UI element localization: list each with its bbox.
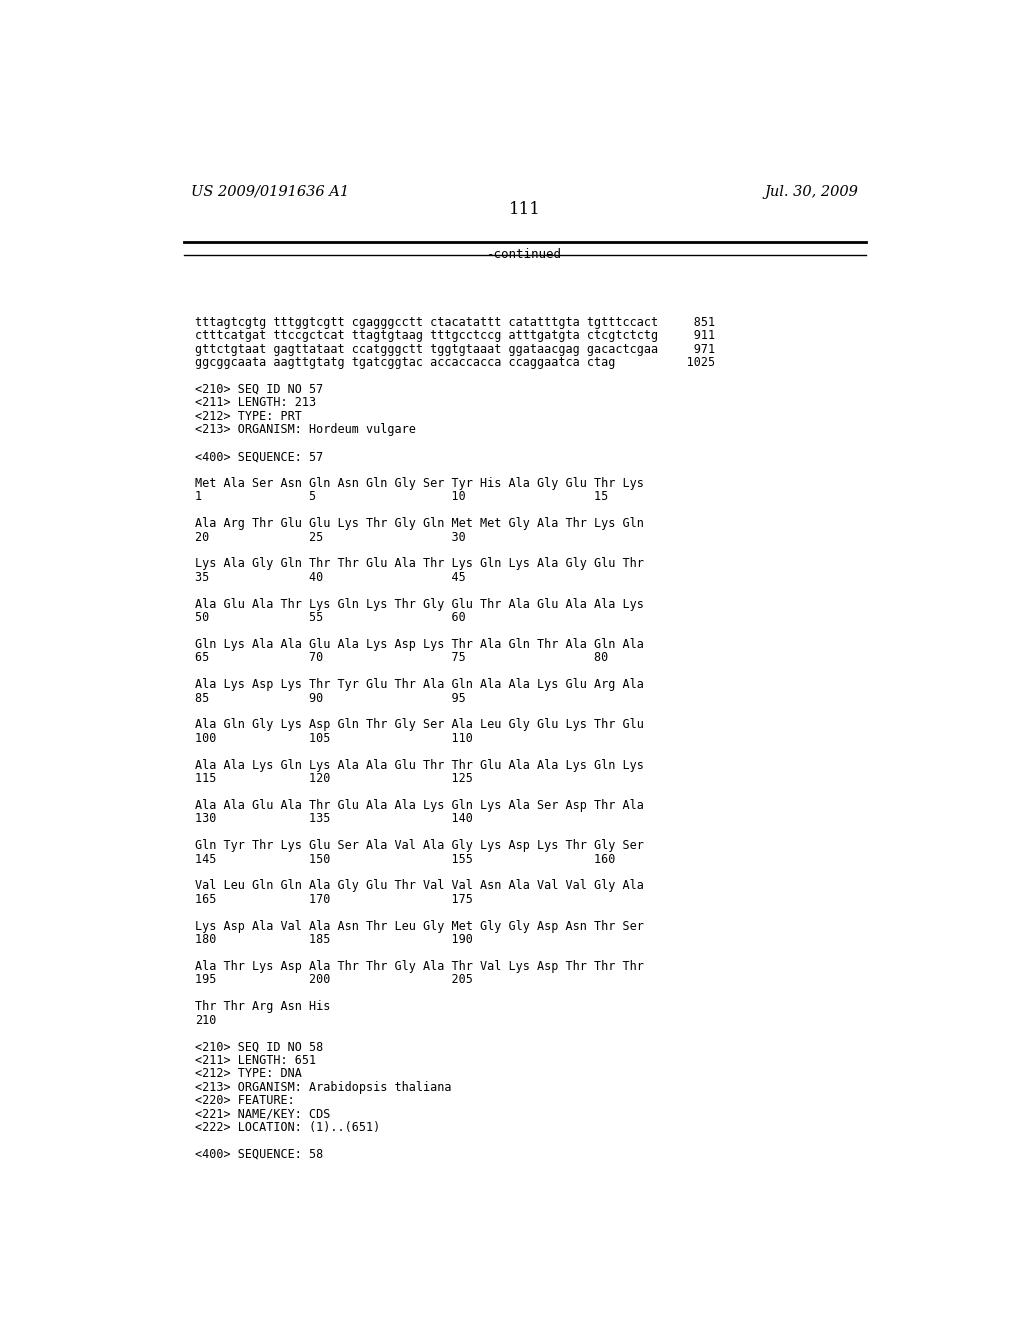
Text: gttctgtaat gagttataat ccatgggctt tggtgtaaat ggataacgag gacactcgaa     971: gttctgtaat gagttataat ccatgggctt tggtgta… [196,343,716,356]
Text: <221> NAME/KEY: CDS: <221> NAME/KEY: CDS [196,1107,331,1121]
Text: ctttcatgat ttccgctcat ttagtgtaag tttgcctccg atttgatgta ctcgtctctg     911: ctttcatgat ttccgctcat ttagtgtaag tttgcct… [196,330,716,342]
Text: 165             170                 175: 165 170 175 [196,892,473,906]
Text: <210> SEQ ID NO 58: <210> SEQ ID NO 58 [196,1040,324,1053]
Text: -continued: -continued [487,248,562,261]
Text: Lys Ala Gly Gln Thr Thr Glu Ala Thr Lys Gln Lys Ala Gly Glu Thr: Lys Ala Gly Gln Thr Thr Glu Ala Thr Lys … [196,557,644,570]
Text: 115             120                 125: 115 120 125 [196,772,473,785]
Text: 1               5                   10                  15: 1 5 10 15 [196,490,608,503]
Text: Val Leu Gln Gln Ala Gly Glu Thr Val Val Asn Ala Val Val Gly Ala: Val Leu Gln Gln Ala Gly Glu Thr Val Val … [196,879,644,892]
Text: <213> ORGANISM: Hordeum vulgare: <213> ORGANISM: Hordeum vulgare [196,424,417,437]
Text: ggcggcaata aagttgtatg tgatcggtac accaccacca ccaggaatca ctag          1025: ggcggcaata aagttgtatg tgatcggtac accacca… [196,356,716,370]
Text: 195             200                 205: 195 200 205 [196,973,473,986]
Text: Ala Arg Thr Glu Glu Lys Thr Gly Gln Met Met Gly Ala Thr Lys Gln: Ala Arg Thr Glu Glu Lys Thr Gly Gln Met … [196,517,644,531]
Text: <222> LOCATION: (1)..(651): <222> LOCATION: (1)..(651) [196,1121,381,1134]
Text: Met Ala Ser Asn Gln Asn Gln Gly Ser Tyr His Ala Gly Glu Thr Lys: Met Ala Ser Asn Gln Asn Gln Gly Ser Tyr … [196,477,644,490]
Text: Gln Lys Ala Ala Glu Ala Lys Asp Lys Thr Ala Gln Thr Ala Gln Ala: Gln Lys Ala Ala Glu Ala Lys Asp Lys Thr … [196,638,644,651]
Text: 65              70                  75                  80: 65 70 75 80 [196,651,608,664]
Text: Ala Lys Asp Lys Thr Tyr Glu Thr Ala Gln Ala Ala Lys Glu Arg Ala: Ala Lys Asp Lys Thr Tyr Glu Thr Ala Gln … [196,678,644,692]
Text: US 2009/0191636 A1: US 2009/0191636 A1 [191,185,349,199]
Text: Gln Tyr Thr Lys Glu Ser Ala Val Ala Gly Lys Asp Lys Thr Gly Ser: Gln Tyr Thr Lys Glu Ser Ala Val Ala Gly … [196,840,644,853]
Text: 20              25                  30: 20 25 30 [196,531,466,544]
Text: Ala Ala Glu Ala Thr Glu Ala Ala Lys Gln Lys Ala Ser Asp Thr Ala: Ala Ala Glu Ala Thr Glu Ala Ala Lys Gln … [196,799,644,812]
Text: tttagtcgtg tttggtcgtt cgagggcctt ctacatattt catatttgta tgtttccact     851: tttagtcgtg tttggtcgtt cgagggcctt ctacata… [196,315,716,329]
Text: 35              40                  45: 35 40 45 [196,570,466,583]
Text: Thr Thr Arg Asn His: Thr Thr Arg Asn His [196,1001,331,1014]
Text: <400> SEQUENCE: 57: <400> SEQUENCE: 57 [196,450,324,463]
Text: 180             185                 190: 180 185 190 [196,933,473,946]
Text: 100             105                 110: 100 105 110 [196,731,473,744]
Text: Jul. 30, 2009: Jul. 30, 2009 [764,185,858,199]
Text: <210> SEQ ID NO 57: <210> SEQ ID NO 57 [196,383,324,396]
Text: <212> TYPE: PRT: <212> TYPE: PRT [196,409,302,422]
Text: Lys Asp Ala Val Ala Asn Thr Leu Gly Met Gly Gly Asp Asn Thr Ser: Lys Asp Ala Val Ala Asn Thr Leu Gly Met … [196,920,644,933]
Text: 50              55                  60: 50 55 60 [196,611,466,624]
Text: 210: 210 [196,1014,217,1027]
Text: 145             150                 155                 160: 145 150 155 160 [196,853,615,866]
Text: <220> FEATURE:: <220> FEATURE: [196,1094,295,1107]
Text: <212> TYPE: DNA: <212> TYPE: DNA [196,1068,302,1080]
Text: 85              90                  95: 85 90 95 [196,692,466,705]
Text: <213> ORGANISM: Arabidopsis thaliana: <213> ORGANISM: Arabidopsis thaliana [196,1081,452,1094]
Text: Ala Gln Gly Lys Asp Gln Thr Gly Ser Ala Leu Gly Glu Lys Thr Glu: Ala Gln Gly Lys Asp Gln Thr Gly Ser Ala … [196,718,644,731]
Text: 130             135                 140: 130 135 140 [196,812,473,825]
Text: <211> LENGTH: 651: <211> LENGTH: 651 [196,1053,316,1067]
Text: <400> SEQUENCE: 58: <400> SEQUENCE: 58 [196,1148,324,1160]
Text: Ala Ala Lys Gln Lys Ala Ala Glu Thr Thr Glu Ala Ala Lys Gln Lys: Ala Ala Lys Gln Lys Ala Ala Glu Thr Thr … [196,759,644,772]
Text: 111: 111 [509,201,541,218]
Text: Ala Thr Lys Asp Ala Thr Thr Gly Ala Thr Val Lys Asp Thr Thr Thr: Ala Thr Lys Asp Ala Thr Thr Gly Ala Thr … [196,960,644,973]
Text: <211> LENGTH: 213: <211> LENGTH: 213 [196,396,316,409]
Text: Ala Glu Ala Thr Lys Gln Lys Thr Gly Glu Thr Ala Glu Ala Ala Lys: Ala Glu Ala Thr Lys Gln Lys Thr Gly Glu … [196,598,644,611]
